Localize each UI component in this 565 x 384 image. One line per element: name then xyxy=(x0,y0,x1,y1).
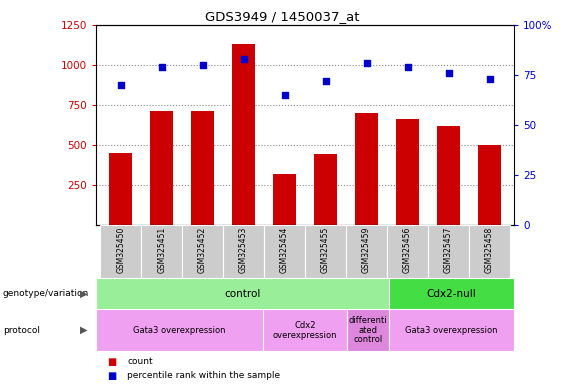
Text: control: control xyxy=(224,289,260,299)
Text: GSM325459: GSM325459 xyxy=(362,226,371,273)
Point xyxy=(116,82,125,88)
Bar xyxy=(389,278,514,309)
Bar xyxy=(347,309,389,351)
Text: GSM325453: GSM325453 xyxy=(239,226,248,273)
Text: GSM325451: GSM325451 xyxy=(157,226,166,273)
Bar xyxy=(150,111,173,225)
Text: ■: ■ xyxy=(107,371,116,381)
Point xyxy=(403,64,412,70)
Bar xyxy=(428,225,469,278)
Point xyxy=(239,56,248,62)
Bar xyxy=(437,126,460,225)
Bar xyxy=(387,225,428,278)
Text: Gata3 overexpression: Gata3 overexpression xyxy=(133,326,226,335)
Bar xyxy=(305,225,346,278)
Point xyxy=(485,76,494,82)
Text: Gata3 overexpression: Gata3 overexpression xyxy=(405,326,498,335)
Text: Cdx2-null: Cdx2-null xyxy=(427,289,476,299)
Bar xyxy=(182,225,223,278)
Bar xyxy=(141,225,182,278)
Point xyxy=(280,92,289,98)
Text: GSM325458: GSM325458 xyxy=(485,226,494,273)
Point xyxy=(362,60,371,66)
Bar xyxy=(469,225,510,278)
Text: GSM325450: GSM325450 xyxy=(116,226,125,273)
Bar xyxy=(479,145,501,225)
Point xyxy=(198,62,207,68)
Text: protocol: protocol xyxy=(3,326,40,335)
Bar xyxy=(355,113,378,225)
Bar xyxy=(346,225,387,278)
Point xyxy=(321,78,330,84)
Text: GSM325457: GSM325457 xyxy=(444,226,453,273)
Bar xyxy=(396,119,419,225)
Text: Cdx2
overexpression: Cdx2 overexpression xyxy=(273,321,337,339)
Text: count: count xyxy=(127,357,153,366)
Bar xyxy=(96,309,263,351)
Bar xyxy=(264,225,305,278)
Bar xyxy=(389,309,514,351)
Bar xyxy=(96,278,389,309)
Bar xyxy=(110,153,132,225)
Text: ▶: ▶ xyxy=(80,289,88,299)
Text: GSM325452: GSM325452 xyxy=(198,226,207,273)
Bar xyxy=(232,44,255,225)
Text: percentile rank within the sample: percentile rank within the sample xyxy=(127,371,280,380)
Bar xyxy=(273,174,296,225)
Bar xyxy=(192,111,214,225)
Text: GSM325456: GSM325456 xyxy=(403,226,412,273)
Text: GSM325454: GSM325454 xyxy=(280,226,289,273)
Bar xyxy=(314,154,337,225)
Text: ▶: ▶ xyxy=(80,325,88,335)
Bar xyxy=(223,225,264,278)
Text: ■: ■ xyxy=(107,357,116,367)
Text: genotype/variation: genotype/variation xyxy=(3,289,89,298)
Point xyxy=(444,70,453,76)
Point xyxy=(157,64,166,70)
Bar xyxy=(263,309,347,351)
Text: GDS3949 / 1450037_at: GDS3949 / 1450037_at xyxy=(205,10,360,23)
Bar xyxy=(100,225,141,278)
Text: differenti
ated
control: differenti ated control xyxy=(349,316,387,344)
Text: GSM325455: GSM325455 xyxy=(321,226,330,273)
